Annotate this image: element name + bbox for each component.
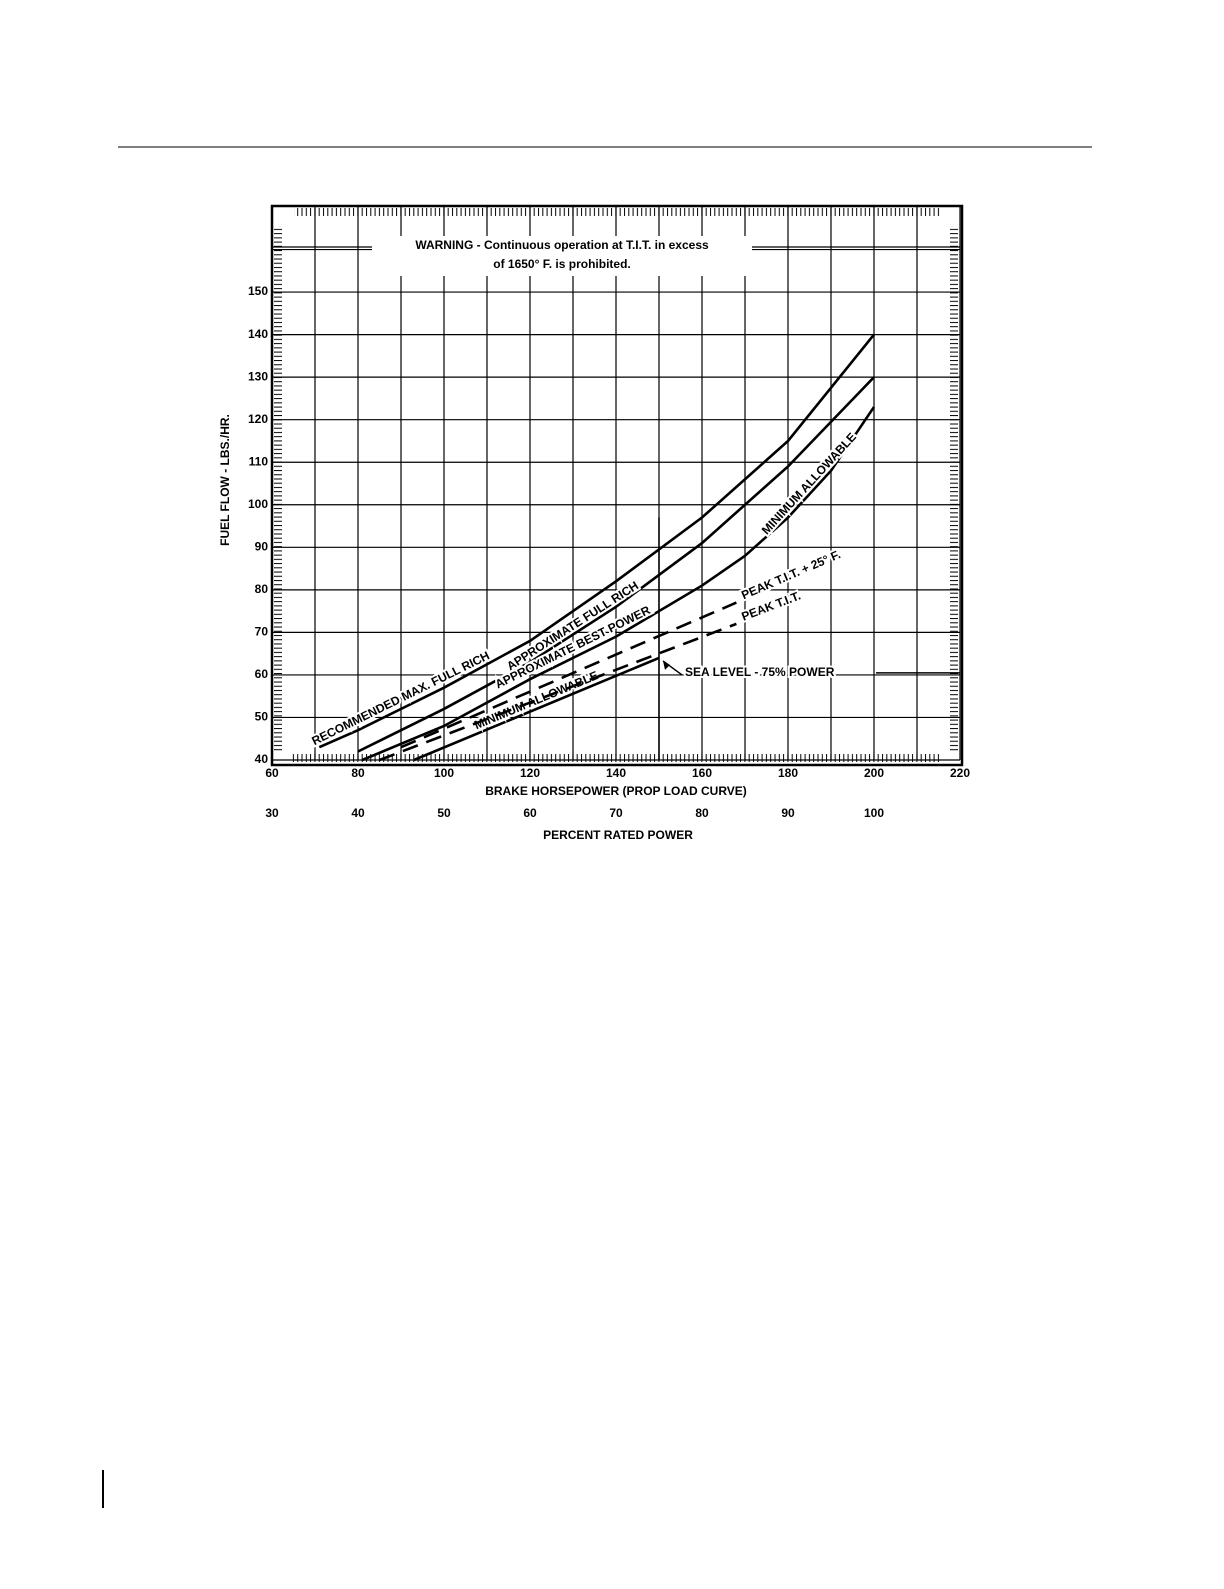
x-axis-label: BRAKE HORSEPOWER (PROP LOAD CURVE)	[485, 784, 747, 798]
x2-tick-label: 30	[265, 806, 279, 820]
y-axis-label: FUEL FLOW - LBS./HR.	[218, 414, 232, 546]
x-tick-label: 120	[520, 766, 540, 780]
series-line	[413, 656, 660, 762]
y-tick-label: 130	[248, 369, 268, 383]
series-line	[318, 333, 876, 749]
series-line	[379, 622, 737, 762]
x-tick-label: 80	[351, 766, 365, 780]
y-tick-label: 100	[248, 497, 268, 511]
x-tick-label: 200	[864, 766, 884, 780]
x2-tick-label: 70	[609, 806, 623, 820]
y-tick-label: 70	[255, 625, 269, 639]
x-tick-label: 180	[778, 766, 798, 780]
plot-frame	[270, 204, 964, 767]
warning-bg	[372, 236, 752, 276]
series-line	[357, 376, 875, 753]
x2-tick-label: 80	[695, 806, 709, 820]
x2-tick-label: 100	[864, 806, 884, 820]
tick-strip	[294, 208, 940, 216]
x2-tick-label: 90	[781, 806, 795, 820]
annotation-text: SEA LEVEL - 75% POWER	[685, 665, 835, 679]
y-tick-label: 110	[249, 454, 269, 468]
x-tick-label: 60	[265, 766, 279, 780]
x2-tick-label: 60	[523, 806, 537, 820]
x-tick-label: 100	[434, 766, 454, 780]
warning-text: of 1650° F. is prohibited.	[493, 257, 631, 271]
x-tick-label: 140	[606, 766, 626, 780]
y-tick-label: 90	[255, 539, 269, 553]
x2-tick-label: 40	[351, 806, 365, 820]
x-tick-label: 160	[692, 766, 712, 780]
series-line	[744, 406, 876, 557]
tick-strip	[274, 226, 282, 752]
warning-text: WARNING - Continuous operation at T.I.T.…	[415, 238, 709, 252]
y-tick-label: 50	[255, 710, 269, 724]
y-tick-label: 140	[248, 327, 268, 341]
y-tick-label: 80	[255, 582, 269, 596]
y-tick-label: 120	[248, 412, 268, 426]
tick-strip	[950, 226, 958, 752]
series-line	[400, 601, 737, 749]
y-tick-label: 150	[248, 284, 268, 298]
annotation-arrowhead	[663, 660, 670, 670]
y-tick-label: 40	[255, 752, 269, 766]
x2-axis-label: PERCENT RATED POWER	[543, 828, 693, 842]
series-line	[361, 554, 746, 762]
y-tick-label: 60	[255, 667, 269, 681]
tick-strip	[290, 754, 940, 762]
x2-tick-label: 50	[437, 806, 451, 820]
x-tick-label: 220	[950, 766, 970, 780]
